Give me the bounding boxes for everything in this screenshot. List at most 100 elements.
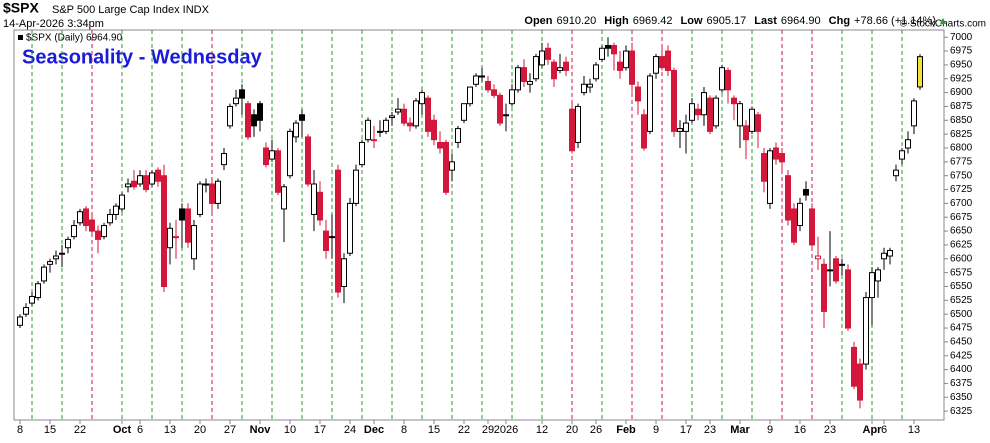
candle-body [221, 153, 227, 166]
x-tick-label: 15 [428, 424, 440, 436]
candle-body [737, 103, 743, 127]
y-tick-label: 6825 [950, 129, 973, 140]
change-arrow [940, 18, 946, 24]
candle-body [677, 128, 683, 132]
x-tick-label: 12 [536, 424, 548, 436]
candle-body [587, 83, 593, 88]
candle-body [185, 208, 191, 243]
y-tick-label: 7000 [950, 32, 973, 43]
candle-body [35, 283, 41, 299]
y-tick-label: 6400 [950, 364, 973, 375]
candle-body [365, 119, 371, 141]
y-tick-label: 6875 [950, 101, 973, 112]
header-label: Chg [829, 15, 850, 27]
candle-body [851, 346, 857, 387]
candle-body [155, 169, 161, 182]
candle-body [791, 208, 797, 243]
candle-body [497, 94, 503, 124]
x-tick-label: 24 [344, 424, 356, 436]
legend: $SPX (Daily) 6964.90 [26, 33, 123, 44]
candle-body [755, 114, 761, 132]
candle-body [611, 45, 617, 55]
candle-body [653, 56, 659, 74]
candle-body [551, 61, 557, 80]
candle-body [329, 236, 335, 239]
candle-body [197, 183, 203, 215]
candle-body [443, 141, 449, 193]
candle-body [47, 261, 53, 265]
header-label: Last [754, 15, 777, 27]
candle-body [449, 161, 455, 171]
candle-body [263, 147, 269, 166]
x-tick-label: Nov [250, 424, 272, 436]
x-tick-label: 10 [284, 424, 296, 436]
candle-body [569, 108, 575, 152]
x-tick-label: Oct [113, 424, 132, 436]
header-value: +78.66 (+1.14%) [854, 15, 936, 27]
y-tick-label: 6350 [950, 392, 973, 403]
candle-body [143, 175, 149, 191]
candle-body [311, 183, 317, 215]
candle-body [821, 263, 827, 312]
candle-body [173, 236, 179, 239]
x-tick-label: 22 [74, 424, 86, 436]
candle-body [239, 89, 245, 99]
x-tick-label: 6 [881, 424, 887, 436]
header-label: Open [524, 15, 552, 27]
candle-body [95, 230, 101, 240]
y-tick-label: 6425 [950, 350, 973, 361]
candle-body [107, 213, 113, 224]
candle-body [695, 108, 701, 116]
candle-body [209, 183, 215, 204]
candle-body [425, 97, 431, 132]
candle-body [485, 81, 491, 91]
candle-body [899, 150, 905, 160]
candle-body [719, 67, 725, 91]
candle-body [617, 61, 623, 71]
candle-body [473, 75, 479, 85]
legend-swatch [18, 35, 23, 40]
candle-body [917, 56, 923, 88]
candle-body [377, 130, 383, 133]
x-tick-label: 9 [767, 424, 773, 436]
candle-body [605, 45, 611, 49]
candle-body [785, 175, 791, 221]
candle-body [503, 114, 509, 117]
candle-body [59, 252, 65, 255]
x-tick-label: 2026 [494, 424, 518, 436]
x-tick-label: 6 [137, 424, 143, 436]
x-tick-label: 23 [704, 424, 716, 436]
candle-body [701, 92, 707, 116]
y-tick-label: 6500 [950, 309, 973, 320]
candle-body [119, 194, 125, 210]
candle-body [257, 103, 263, 121]
candle-body [281, 186, 287, 210]
candle-body [911, 100, 917, 127]
y-tick-label: 6900 [950, 87, 973, 98]
header-value: 6964.90 [781, 15, 821, 27]
x-tick-label: 23 [824, 424, 836, 436]
candle-body [533, 56, 539, 80]
candle-body [215, 180, 221, 204]
candle-body [467, 86, 473, 105]
y-tick-label: 6475 [950, 323, 973, 334]
candle-body [341, 258, 347, 287]
candle-body [305, 136, 311, 185]
y-tick-label: 6650 [950, 226, 973, 237]
candle-body [437, 141, 443, 149]
x-tick-label: Apr [863, 424, 883, 436]
header-value: 6905.17 [707, 15, 747, 27]
candle-body [179, 208, 185, 221]
candle-body [881, 252, 887, 260]
x-tick-label: 20 [194, 424, 206, 436]
candle-body [71, 225, 77, 238]
candle-body [707, 97, 713, 132]
x-tick-label: 22 [458, 424, 470, 436]
candle-body [317, 191, 323, 221]
candle-body [65, 238, 71, 249]
y-tick-label: 6525 [950, 295, 973, 306]
candle-body [359, 141, 365, 166]
candle-body [131, 180, 137, 188]
candle-body [203, 183, 209, 186]
candle-body [23, 307, 29, 315]
